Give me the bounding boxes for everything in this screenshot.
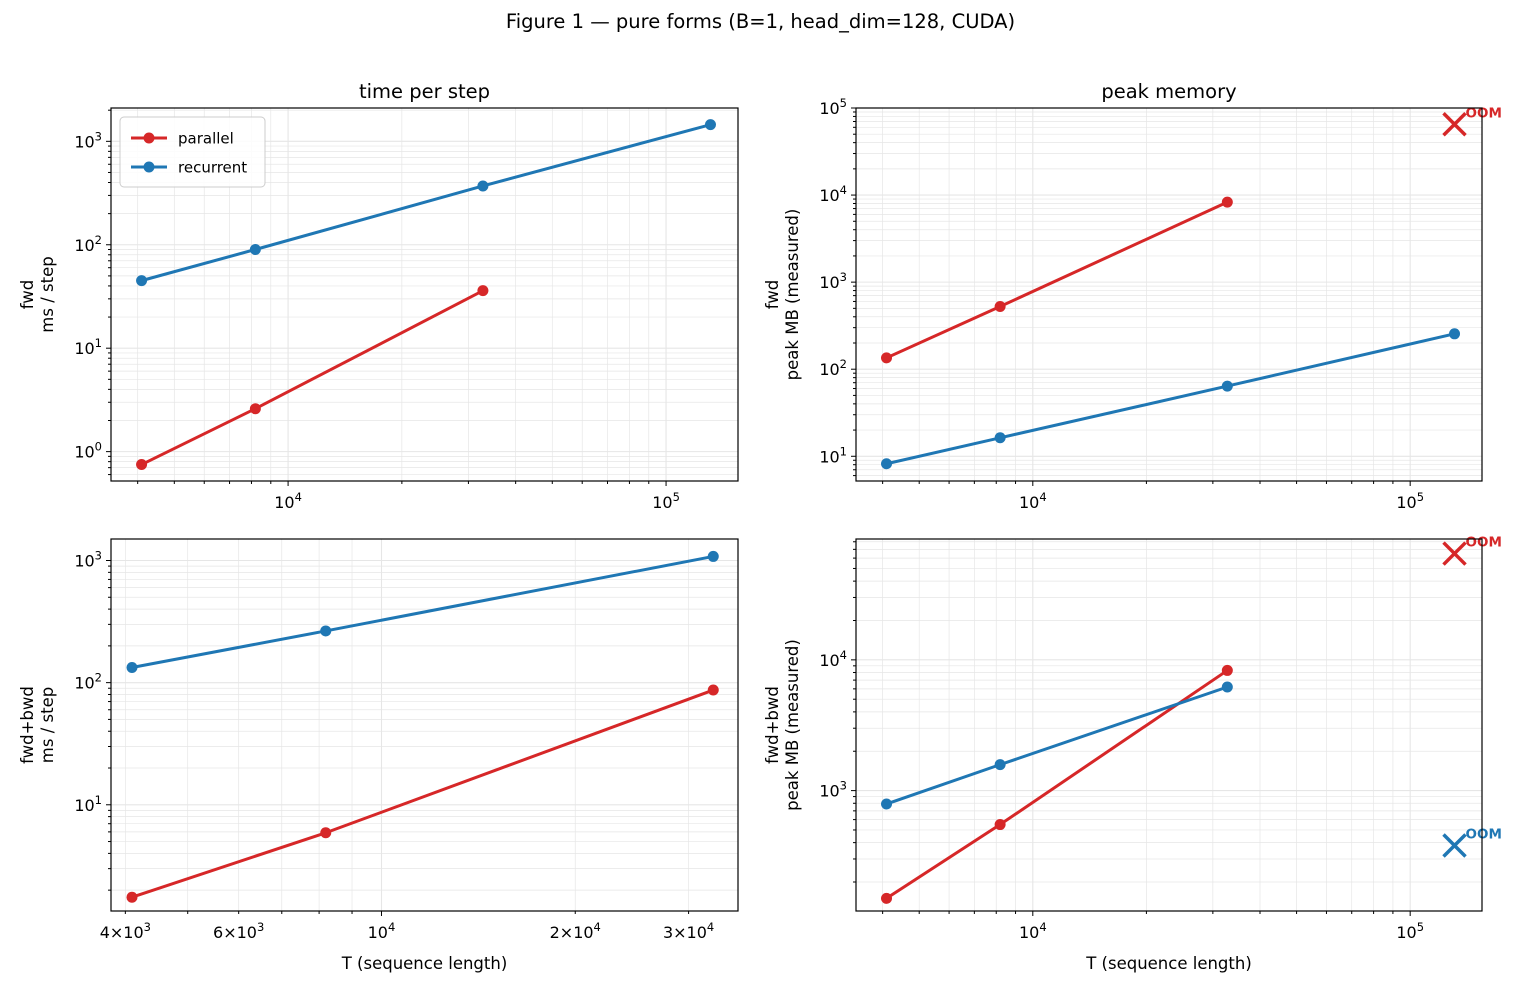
x-tick-label: 104 bbox=[274, 490, 302, 512]
x-tick-label: 105 bbox=[1396, 490, 1424, 512]
data-point-recurrent bbox=[249, 243, 261, 255]
y-tick-label: 101 bbox=[74, 793, 102, 815]
data-point-parallel bbox=[707, 684, 719, 696]
series-line-recurrent bbox=[141, 123, 711, 283]
y-axis-label: fwd+bwdpeak MB (measured) bbox=[763, 639, 802, 811]
figure-title: Figure 1 — pure forms (B=1, head_dim=128… bbox=[505, 10, 1016, 33]
data-point-parallel bbox=[477, 285, 489, 297]
data-point-recurrent bbox=[1449, 328, 1461, 340]
series-line-parallel bbox=[131, 688, 714, 899]
y-tick-label: 105 bbox=[819, 96, 847, 118]
data-point-parallel bbox=[136, 459, 148, 471]
oom-marker-recurrent: OOM bbox=[1442, 827, 1502, 858]
x-axis-label: T (sequence length) bbox=[341, 954, 508, 973]
data-point-parallel bbox=[1221, 196, 1233, 208]
x-tick-label: 105 bbox=[1396, 920, 1424, 942]
legend-label-recurrent: recurrent bbox=[178, 159, 247, 177]
legend-label-parallel: parallel bbox=[178, 130, 234, 148]
grid bbox=[856, 539, 1482, 911]
y-tick-label: 100 bbox=[74, 440, 102, 462]
plot-area bbox=[136, 119, 716, 471]
legend-swatch-marker bbox=[143, 132, 155, 144]
plot-area bbox=[881, 196, 1461, 470]
y-tick-label: 101 bbox=[74, 336, 102, 358]
axes-frame bbox=[855, 107, 1483, 482]
data-point-parallel bbox=[994, 301, 1006, 313]
axes-frame bbox=[110, 107, 739, 482]
data-point-recurrent bbox=[320, 625, 332, 637]
y-tick-label: 102 bbox=[819, 357, 847, 379]
plot-area bbox=[126, 550, 719, 903]
data-point-parallel bbox=[249, 403, 261, 415]
x-tick-label: 104 bbox=[1019, 490, 1047, 512]
legend-box bbox=[119, 116, 266, 188]
y-axis-label: fwdms / step bbox=[18, 256, 57, 332]
oom-label: OOM bbox=[1466, 535, 1502, 551]
data-point-parallel bbox=[1221, 664, 1233, 676]
data-point-recurrent bbox=[704, 119, 716, 131]
x-tick-label: 105 bbox=[652, 490, 680, 512]
subplot-fwdbwd-time: 4×103 6×103 104 2×104 3×104 101 102 103 T (seque… bbox=[18, 538, 739, 973]
plot-area bbox=[881, 664, 1233, 904]
subplot-fwdbwd-memory: 104 105 103 104 OOM OOM T (sequence length) fwd… bbox=[763, 535, 1502, 973]
data-point-parallel bbox=[320, 827, 332, 839]
y-tick-label: 102 bbox=[74, 233, 102, 255]
y-tick-label: 104 bbox=[819, 183, 847, 205]
data-point-recurrent bbox=[707, 550, 719, 562]
legend-swatch-marker bbox=[143, 161, 155, 173]
x-tick-label: 4×103 bbox=[100, 920, 151, 942]
axes-frame bbox=[110, 538, 739, 912]
oom-cross bbox=[1442, 541, 1467, 566]
grid bbox=[856, 108, 1482, 481]
data-point-recurrent bbox=[881, 798, 893, 810]
oom-label: OOM bbox=[1466, 827, 1502, 843]
data-point-recurrent bbox=[881, 458, 893, 470]
legend: parallel recurrent bbox=[119, 116, 266, 188]
data-point-parallel bbox=[881, 892, 893, 904]
y-tick-label: 103 bbox=[819, 779, 847, 801]
x-tick-label: 104 bbox=[368, 920, 396, 942]
oom-cross bbox=[1442, 112, 1467, 137]
y-tick-label: 103 bbox=[74, 129, 102, 151]
subplot-fwd-memory: 104 105 101 102 103 104 105 OOM peak memory fwdpe… bbox=[763, 80, 1502, 512]
y-tick-label: 103 bbox=[74, 549, 102, 571]
data-point-recurrent bbox=[126, 662, 138, 674]
subplot-title: time per step bbox=[359, 80, 490, 103]
y-tick-label: 103 bbox=[819, 270, 847, 292]
data-point-recurrent bbox=[477, 180, 489, 192]
y-tick-label: 102 bbox=[74, 671, 102, 693]
grid bbox=[111, 539, 738, 911]
x-tick-label: 6×103 bbox=[213, 920, 264, 942]
data-point-recurrent bbox=[1221, 681, 1233, 693]
series-line-recurrent bbox=[131, 554, 714, 669]
data-point-recurrent bbox=[994, 432, 1006, 444]
x-tick-label: 2×104 bbox=[550, 920, 601, 942]
subplot-title: peak memory bbox=[1101, 80, 1236, 103]
y-axis-label: fwdpeak MB (measured) bbox=[763, 209, 802, 381]
y-tick-label: 104 bbox=[819, 648, 847, 670]
x-axis-label: T (sequence length) bbox=[1085, 954, 1252, 973]
data-point-recurrent bbox=[1221, 380, 1233, 392]
y-axis-label: fwd+bwdms / step bbox=[18, 686, 57, 764]
series-line-recurrent bbox=[886, 332, 1455, 466]
data-point-parallel bbox=[881, 352, 893, 364]
oom-cross bbox=[1442, 833, 1467, 858]
data-point-parallel bbox=[126, 891, 138, 903]
data-point-recurrent bbox=[994, 759, 1006, 771]
series-line-parallel bbox=[885, 200, 1228, 360]
data-point-parallel bbox=[994, 819, 1006, 831]
data-point-recurrent bbox=[136, 275, 148, 287]
x-tick-label: 3×104 bbox=[663, 920, 714, 942]
x-tick-label: 104 bbox=[1019, 920, 1047, 942]
axes-frame bbox=[855, 538, 1483, 912]
oom-marker-parallel: OOM bbox=[1442, 105, 1502, 137]
subplot-fwd-time: 104 105 100 101 102 103 time per step fwdms / s… bbox=[18, 80, 739, 512]
oom-label: OOM bbox=[1466, 105, 1502, 121]
y-tick-label: 101 bbox=[819, 444, 847, 466]
